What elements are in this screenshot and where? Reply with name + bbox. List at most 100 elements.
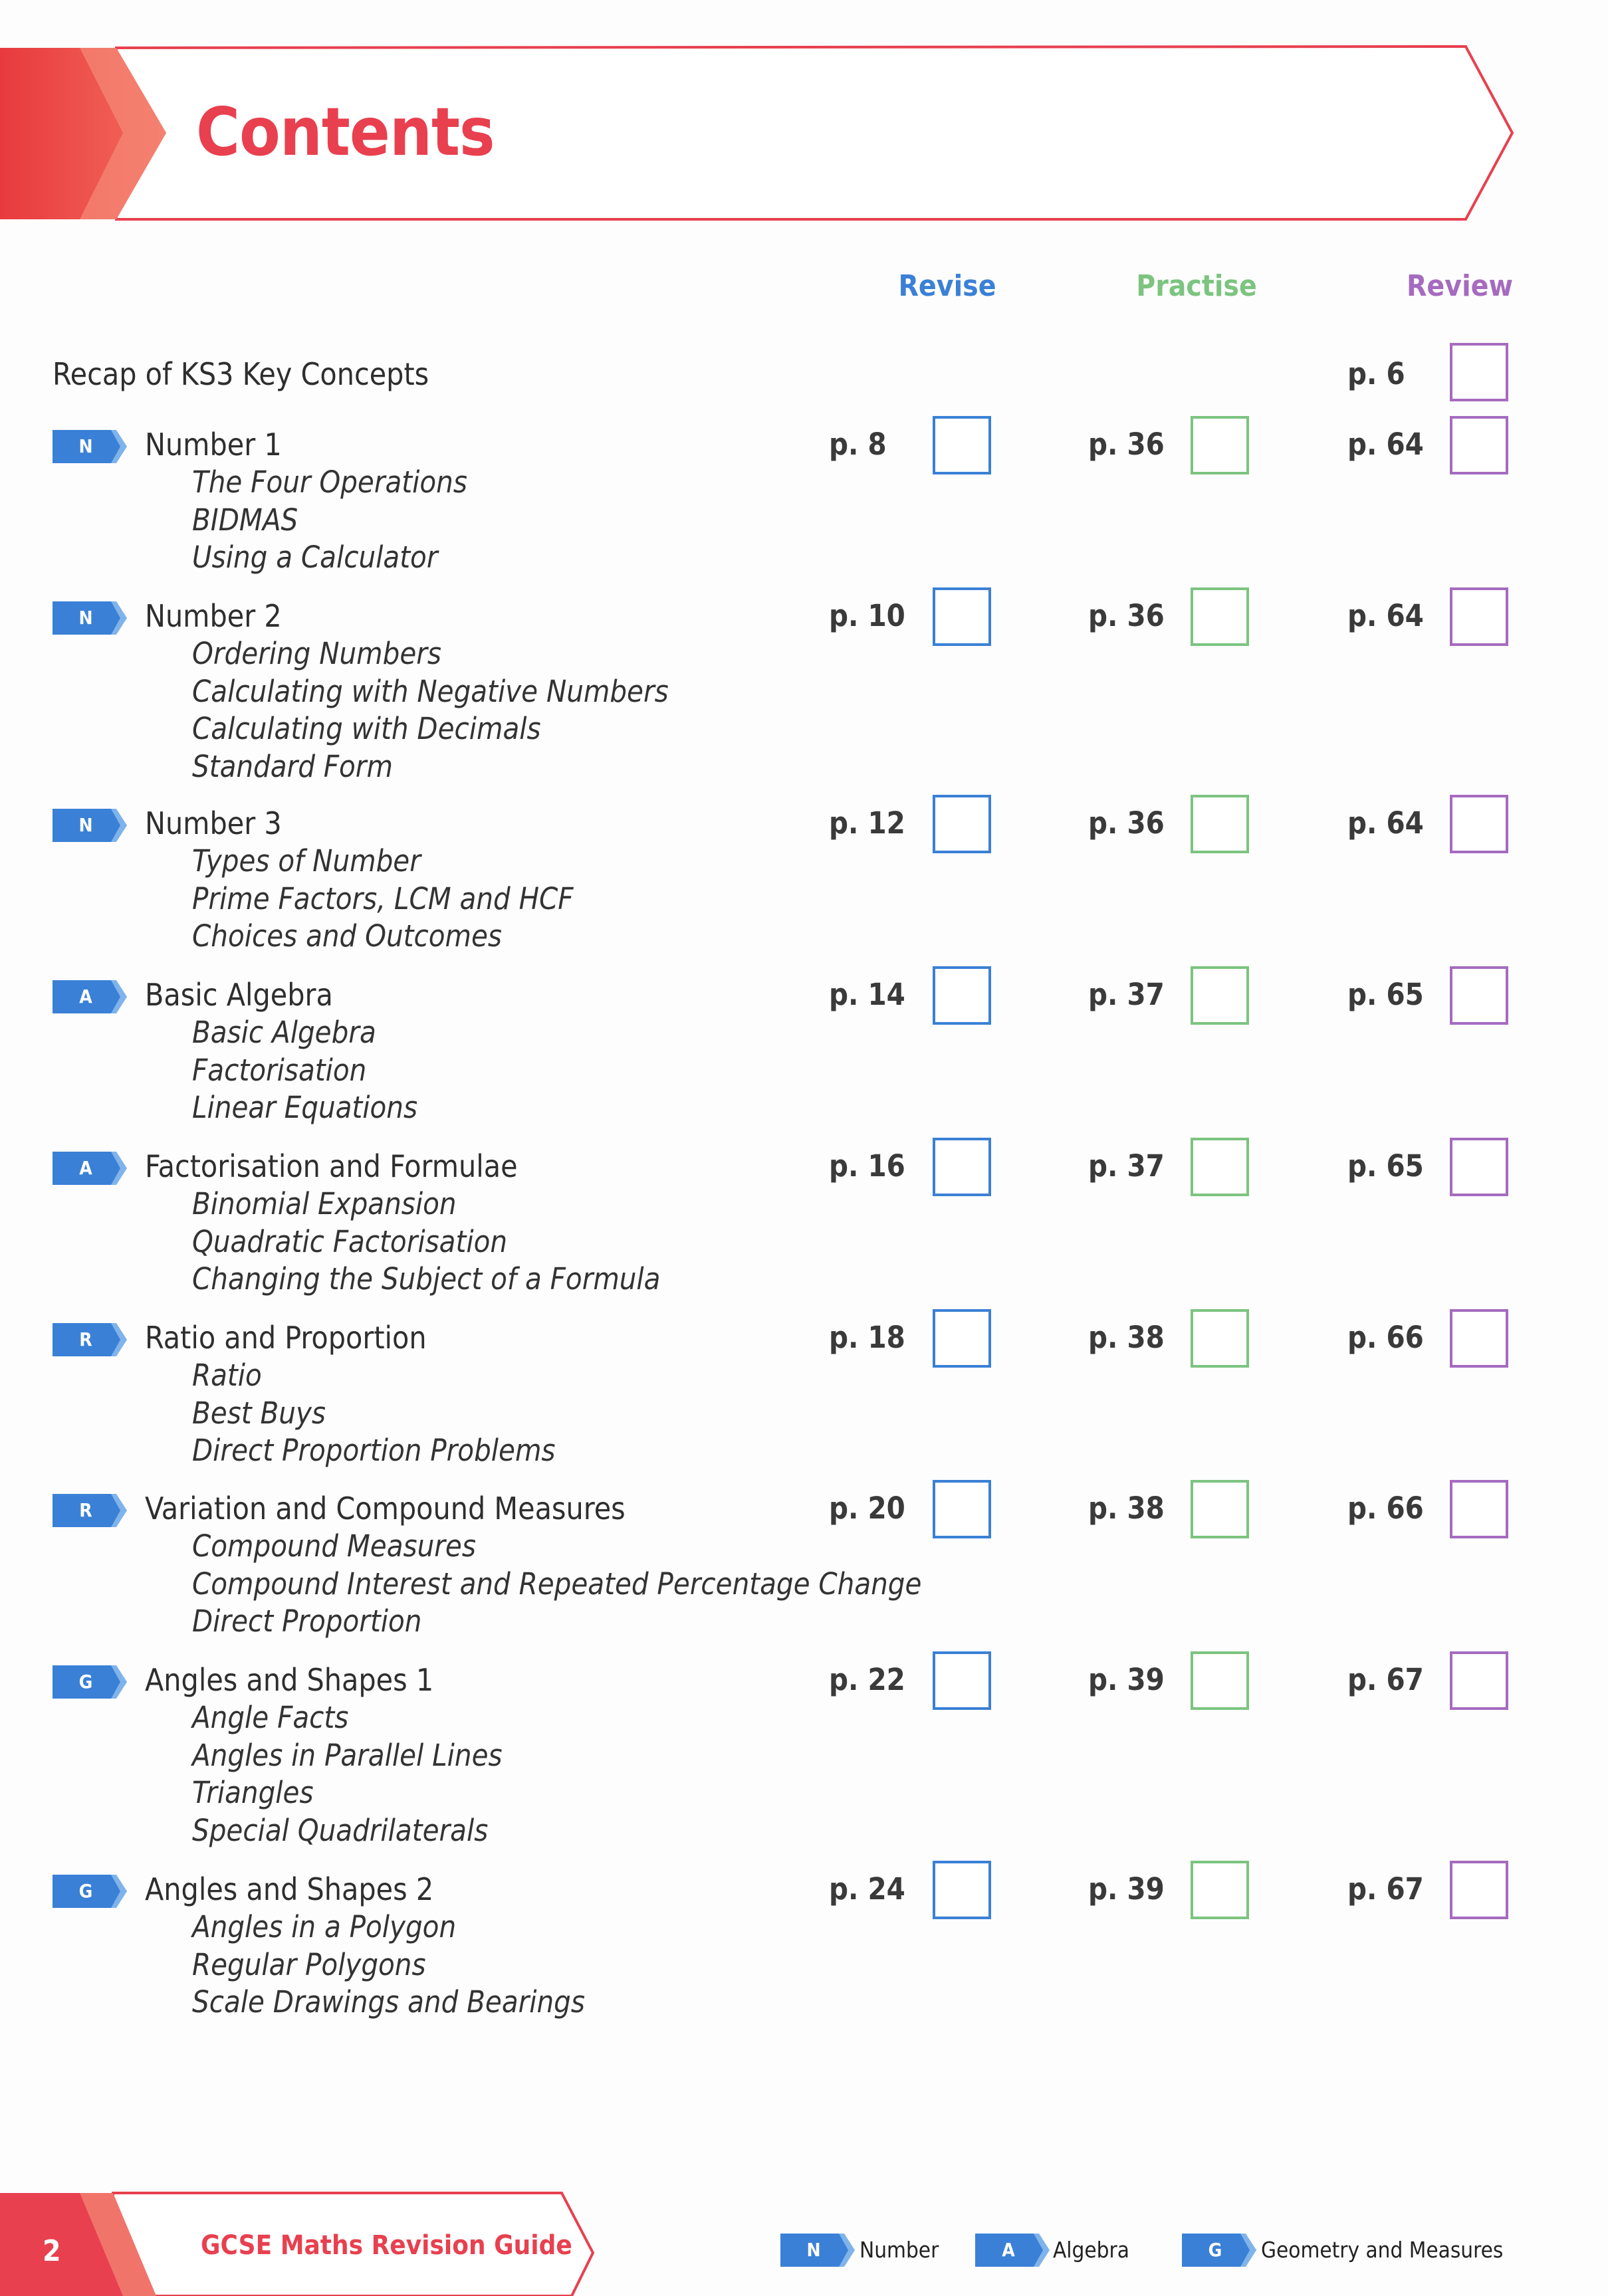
legend-badge: A	[975, 2234, 1050, 2267]
topic-item: Linear Equations	[192, 1090, 418, 1126]
recap-review-checkbox[interactable]	[1450, 343, 1508, 401]
header-arrow-shape	[0, 45, 1514, 221]
topic-item: Types of Number	[192, 843, 421, 879]
strand-badge: G	[53, 1665, 127, 1699]
topic-item: Triangles	[192, 1775, 314, 1811]
topic-item: Factorisation	[192, 1052, 367, 1088]
practise-page: p. 36	[1088, 805, 1165, 841]
strand-badge: A	[53, 1152, 127, 1185]
badge-letter: N	[78, 607, 93, 629]
revise-checkbox[interactable]	[933, 587, 991, 646]
practise-page: p. 37	[1088, 977, 1165, 1012]
review-page: p. 64	[1347, 805, 1424, 841]
review-checkbox[interactable]	[1450, 1861, 1508, 1919]
topic-item: Direct Proportion Problems	[192, 1433, 556, 1469]
page-title: Contents	[196, 93, 495, 171]
badge-letter: N	[78, 435, 93, 457]
practise-checkbox[interactable]	[1191, 587, 1249, 646]
practise-checkbox[interactable]	[1191, 966, 1249, 1025]
topic-item: Angle Facts	[192, 1700, 349, 1735]
practise-page: p. 36	[1088, 598, 1165, 633]
book-title: GCSE Maths Revision Guide	[201, 2230, 572, 2261]
revise-checkbox[interactable]	[933, 966, 991, 1025]
practise-checkbox[interactable]	[1191, 795, 1249, 853]
topic-item: Compound Interest and Repeated Percentag…	[192, 1566, 922, 1602]
badge-letter: R	[79, 1499, 92, 1521]
review-checkbox[interactable]	[1450, 416, 1508, 474]
review-page: p. 65	[1347, 977, 1424, 1012]
section-title: Number 2	[145, 598, 282, 634]
practise-checkbox[interactable]	[1191, 416, 1249, 474]
legend-badge: G	[1182, 2234, 1256, 2267]
review-checkbox[interactable]	[1450, 1138, 1508, 1196]
revise-checkbox[interactable]	[933, 416, 991, 474]
badge-letter: N	[806, 2239, 821, 2261]
column-header-revise: Revise	[898, 269, 996, 303]
topic-item: Ratio	[192, 1358, 262, 1393]
practise-checkbox[interactable]	[1191, 1480, 1249, 1538]
revise-page: p. 8	[829, 427, 887, 462]
revise-page: p. 14	[829, 977, 905, 1012]
badge-letter: R	[79, 1328, 92, 1350]
practise-page: p. 37	[1088, 1148, 1165, 1184]
topic-item: Direct Proportion	[192, 1604, 422, 1639]
review-page: p. 66	[1347, 1320, 1424, 1355]
review-page: p. 64	[1347, 427, 1424, 462]
practise-checkbox[interactable]	[1191, 1309, 1249, 1368]
legend-badge: N	[780, 2234, 855, 2267]
strand-badge: N	[53, 601, 127, 635]
section-title: Variation and Compound Measures	[145, 1491, 626, 1526]
review-page: p. 64	[1347, 598, 1424, 633]
practise-checkbox[interactable]	[1191, 1651, 1249, 1710]
review-checkbox[interactable]	[1450, 587, 1508, 646]
topic-item: Choices and Outcomes	[192, 918, 502, 954]
topic-item: Basic Algebra	[192, 1015, 376, 1050]
strand-badge: A	[53, 980, 127, 1013]
review-page: p. 67	[1347, 1662, 1424, 1697]
revise-checkbox[interactable]	[933, 1651, 991, 1710]
strand-badge: R	[53, 1323, 127, 1356]
revise-checkbox[interactable]	[933, 1309, 991, 1368]
revise-page: p. 24	[829, 1871, 905, 1907]
topic-item: Calculating with Decimals	[192, 711, 541, 747]
strand-badge: R	[53, 1494, 127, 1527]
topic-item: Regular Polygons	[192, 1946, 426, 1982]
topic-item: The Four Operations	[192, 465, 467, 500]
legend-label: Number	[860, 2237, 939, 2263]
review-checkbox[interactable]	[1450, 1651, 1508, 1710]
page-number: 2	[43, 2234, 61, 2268]
topic-item: Using a Calculator	[192, 540, 438, 575]
review-checkbox[interactable]	[1450, 1309, 1508, 1368]
topic-item: Angles in a Polygon	[192, 1909, 457, 1944]
practise-page: p. 38	[1088, 1491, 1165, 1526]
revise-checkbox[interactable]	[933, 795, 991, 853]
section-title: Number 1	[145, 427, 282, 463]
review-checkbox[interactable]	[1450, 1480, 1508, 1538]
section-title: Ratio and Proportion	[145, 1320, 427, 1356]
recap-title: Recap of KS3 Key Concepts	[53, 356, 429, 392]
review-checkbox[interactable]	[1450, 966, 1508, 1025]
recap-review-page: p. 6	[1347, 356, 1405, 391]
section-title: Factorisation and Formulae	[145, 1148, 518, 1184]
practise-checkbox[interactable]	[1191, 1861, 1249, 1919]
practise-checkbox[interactable]	[1191, 1138, 1249, 1196]
revise-page: p. 12	[829, 805, 905, 841]
revise-checkbox[interactable]	[933, 1138, 991, 1196]
topic-item: Scale Drawings and Bearings	[192, 1984, 585, 2020]
revise-page: p. 20	[829, 1491, 905, 1526]
revise-page: p. 10	[829, 598, 905, 633]
revise-checkbox[interactable]	[933, 1861, 991, 1919]
legend-label: Algebra	[1053, 2237, 1129, 2263]
review-checkbox[interactable]	[1450, 795, 1508, 853]
topic-item: Best Buys	[192, 1395, 326, 1431]
section-title: Number 3	[145, 805, 282, 841]
revise-page: p. 16	[829, 1148, 905, 1184]
practise-page: p. 39	[1088, 1871, 1165, 1907]
revise-page: p. 22	[829, 1662, 905, 1697]
review-page: p. 66	[1347, 1491, 1424, 1526]
topic-item: Quadratic Factorisation	[192, 1223, 508, 1259]
revise-checkbox[interactable]	[933, 1480, 991, 1538]
badge-letter: N	[78, 814, 93, 836]
topic-item: Compound Measures	[192, 1528, 476, 1564]
topic-item: Binomial Expansion	[192, 1186, 457, 1221]
